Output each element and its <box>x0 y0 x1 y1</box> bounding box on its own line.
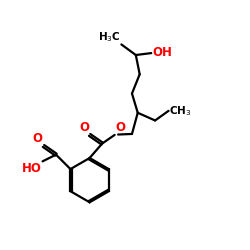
Text: O: O <box>32 132 42 145</box>
Text: CH$_3$: CH$_3$ <box>169 104 192 118</box>
Text: O: O <box>116 121 126 134</box>
Text: H$_3$C: H$_3$C <box>98 30 120 44</box>
Text: HO: HO <box>22 162 42 175</box>
Text: O: O <box>79 121 89 134</box>
Text: OH: OH <box>152 46 172 59</box>
